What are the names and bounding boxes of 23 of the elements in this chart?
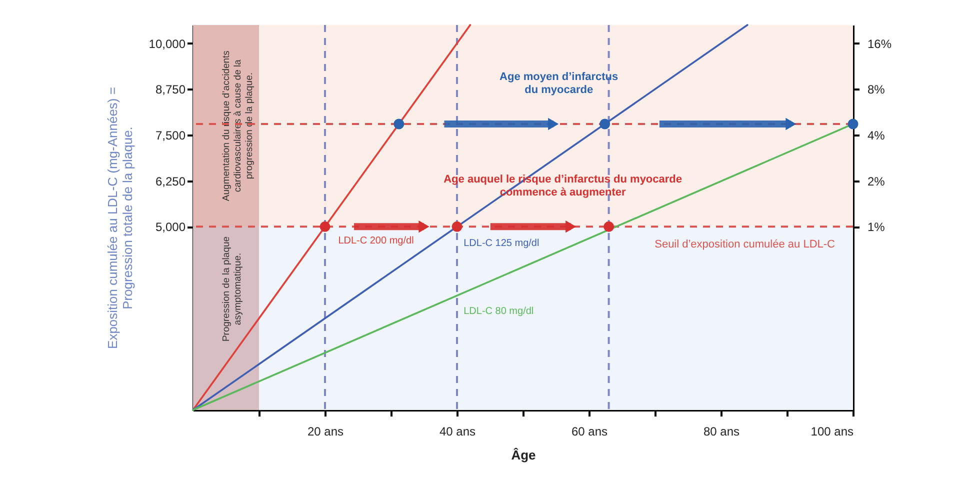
x-tick-label: 80 ans bbox=[703, 424, 740, 438]
y-tick-label: 10,000 bbox=[148, 36, 186, 51]
ref-line-label: Seuil d’exposition cumulée au LDL-C bbox=[654, 238, 836, 251]
y2-tick-label: 1% bbox=[868, 220, 886, 234]
x-tick-label: 60 ans bbox=[571, 424, 608, 438]
series-label: LDL-C 80 mg/dl bbox=[464, 306, 534, 318]
y2-tick-label: 8% bbox=[868, 82, 886, 97]
band-label: Progression de la plaque asymptomatique. bbox=[221, 236, 244, 342]
x-tick-label: 40 ans bbox=[439, 424, 476, 438]
y-tick-label: 7,500 bbox=[155, 128, 186, 142]
y2-tick-label: 16% bbox=[868, 36, 892, 51]
x-tick-label: 100 ans bbox=[810, 424, 854, 438]
series-label: LDL-C 200 mg/dl bbox=[338, 236, 414, 247]
x-axis-title: Âge bbox=[511, 448, 536, 462]
x-tick-label: 20 ans bbox=[307, 424, 344, 438]
y-axis-title: Exposition cumulée au LDL-C (mg-Années) = Progression totale de la plaque. bbox=[104, 87, 135, 349]
series-label: LDL-C 125 mg/dl bbox=[464, 238, 540, 249]
y-tick-label: 8,750 bbox=[155, 82, 186, 97]
y2-tick-label: 4% bbox=[868, 128, 886, 142]
y-tick-label: 5,000 bbox=[155, 220, 186, 234]
y2-tick-label: 2% bbox=[868, 174, 886, 188]
y-tick-label: 6,250 bbox=[155, 174, 186, 188]
annotation: Age moyen d’infarctus du myocarde bbox=[500, 71, 618, 96]
